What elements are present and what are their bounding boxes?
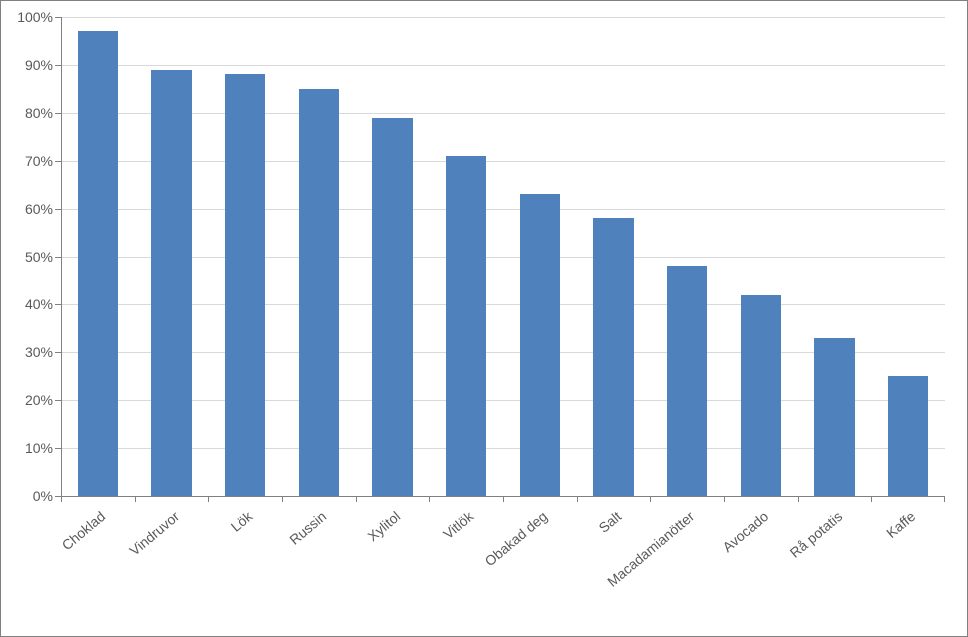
y-tick-label: 70%: [25, 153, 61, 169]
bar: [667, 266, 708, 496]
bar-slot: Salt: [577, 17, 651, 496]
bar-slot: Vitlök: [429, 17, 503, 496]
x-tickmark: [429, 496, 430, 502]
chart-frame: 0% 10% 20% 30% 40% 50% 60% 70% 80% 90% 100%Choklad…: [0, 0, 968, 637]
bars-container: ChokladVindruvorLökRussinXylitolVitlökOb…: [61, 17, 945, 496]
x-tickmark: [871, 496, 872, 502]
x-tickmark: [798, 496, 799, 502]
y-tick-label: 30%: [25, 344, 61, 360]
bar: [888, 376, 929, 496]
bar-slot: Vindruvor: [135, 17, 209, 496]
x-tickmark: [282, 496, 283, 502]
bar-slot: Obakad deg: [503, 17, 577, 496]
x-tickmark: [944, 496, 945, 502]
bar: [520, 194, 561, 496]
bar-slot: Macadamianötter: [650, 17, 724, 496]
plot: 0%10%20%30%40%50%60%70%80%90%100%Choklad…: [61, 17, 945, 496]
bar: [814, 338, 855, 496]
x-tickmark: [577, 496, 578, 502]
x-tickmark: [135, 496, 136, 502]
bar-slot: Russin: [282, 17, 356, 496]
x-tickmark: [724, 496, 725, 502]
bar-slot: Lök: [208, 17, 282, 496]
y-tick-label: 50%: [25, 249, 61, 265]
x-tick-label: Lök: [245, 493, 273, 520]
x-tickmark: [650, 496, 651, 502]
x-tickmark: [61, 496, 62, 502]
bar-slot: Avocado: [724, 17, 798, 496]
y-tick-label: 40%: [25, 296, 61, 312]
y-tick-label: 90%: [25, 57, 61, 73]
y-tick-label: 20%: [25, 392, 61, 408]
bar: [78, 31, 119, 496]
bar: [741, 295, 782, 496]
bar-slot: Kaffe: [871, 17, 945, 496]
bar: [151, 70, 192, 496]
y-tick-label: 10%: [25, 440, 61, 456]
y-tick-label: 60%: [25, 201, 61, 217]
bar-slot: Rå potatis: [798, 17, 872, 496]
x-tickmark: [503, 496, 504, 502]
bar: [446, 156, 487, 496]
plot-area: 0%10%20%30%40%50%60%70%80%90%100%Choklad…: [61, 17, 945, 496]
y-tick-label: 0%: [33, 488, 61, 504]
y-tick-label: 100%: [17, 9, 61, 25]
bar: [593, 218, 634, 496]
bar-slot: Xylitol: [356, 17, 430, 496]
x-tickmark: [208, 496, 209, 502]
bar-slot: Choklad: [61, 17, 135, 496]
x-tickmark: [356, 496, 357, 502]
bar: [372, 118, 413, 496]
bar: [225, 74, 266, 496]
y-tick-label: 80%: [25, 105, 61, 121]
bar: [299, 89, 340, 496]
